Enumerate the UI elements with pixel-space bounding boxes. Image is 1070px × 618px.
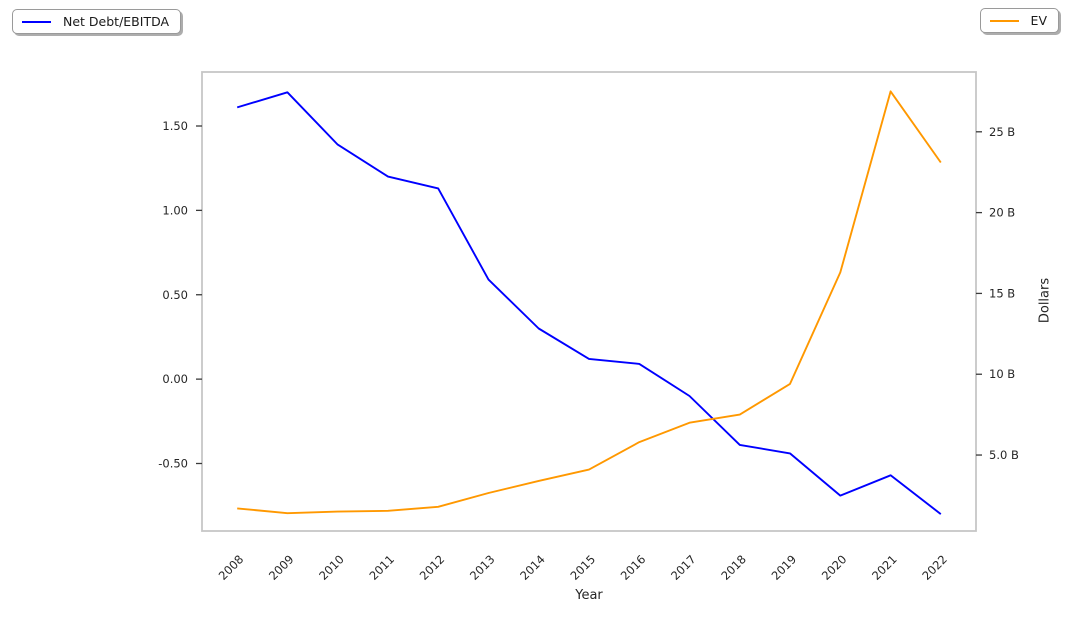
x-tick-label: 2008 bbox=[216, 552, 247, 583]
right-y-tick-label: 25 B bbox=[989, 125, 1015, 139]
left-y-tick-label: 0.00 bbox=[162, 372, 188, 386]
x-tick-label: 2011 bbox=[366, 552, 397, 583]
x-tick-label: 2022 bbox=[919, 552, 950, 583]
right-y-tick-label: 5.0 B bbox=[989, 448, 1019, 462]
x-tick-label: 2016 bbox=[618, 552, 649, 583]
legend-label-net-debt-ebitda: Net Debt/EBITDA bbox=[63, 14, 170, 29]
x-tick-label: 2014 bbox=[517, 552, 548, 583]
x-tick-label: 2020 bbox=[819, 552, 850, 583]
right-y-tick-label: 20 B bbox=[989, 206, 1015, 220]
left-y-tick-label: 1.50 bbox=[162, 119, 188, 133]
right-y-tick-label: 15 B bbox=[989, 286, 1015, 300]
right-y-axis-title: Dollars bbox=[1037, 277, 1053, 324]
x-tick-label: 2015 bbox=[568, 552, 599, 583]
net-debt-ebitda-line bbox=[236, 91, 942, 515]
legend-ev[interactable]: EV bbox=[979, 8, 1059, 33]
left-y-tick-label: 0.50 bbox=[162, 288, 188, 302]
right-y-tick-label: 10 B bbox=[989, 367, 1015, 381]
plot-border bbox=[201, 71, 977, 532]
left-y-tick-label: 1.00 bbox=[162, 203, 188, 217]
x-tick-label: 2013 bbox=[467, 552, 498, 583]
x-tick-label: 2019 bbox=[769, 552, 800, 583]
left-y-tick-label: -0.50 bbox=[158, 457, 188, 471]
legend-line-blue-icon bbox=[22, 20, 51, 23]
x-tick-label: 2009 bbox=[266, 552, 297, 583]
x-tick-label: 2017 bbox=[668, 552, 699, 583]
x-tick-label: 2012 bbox=[417, 552, 448, 583]
x-tick-label: 2021 bbox=[869, 552, 900, 583]
x-tick-label: 2018 bbox=[718, 552, 749, 583]
legend-net-debt-ebitda[interactable]: Net Debt/EBITDA bbox=[12, 9, 182, 34]
legend-label-ev: EV bbox=[1030, 13, 1047, 28]
x-axis-title: Year bbox=[575, 588, 603, 603]
legend-line-orange-icon bbox=[989, 19, 1019, 22]
x-tick-label: 2010 bbox=[316, 552, 347, 583]
ev-line bbox=[237, 90, 942, 515]
